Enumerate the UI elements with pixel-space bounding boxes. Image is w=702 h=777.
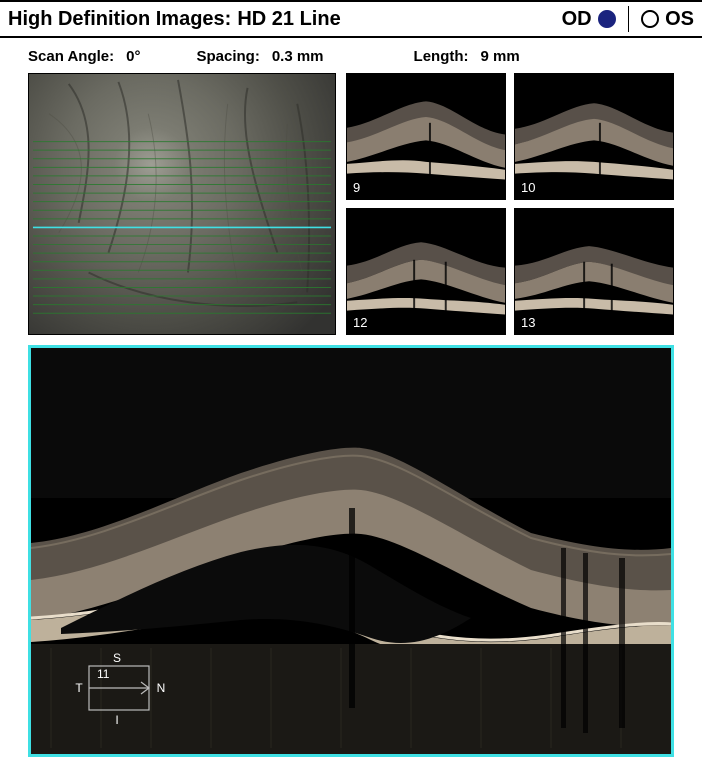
- thumbnail[interactable]: 9: [346, 73, 506, 200]
- param-spacing: Spacing: 0.3 mm: [196, 48, 323, 65]
- thumbnail[interactable]: 13: [514, 208, 674, 335]
- thumb-index: 10: [521, 180, 535, 195]
- spacing-label: Spacing:: [196, 48, 259, 65]
- orientation-svg: S I T N 11: [67, 652, 177, 732]
- length-value: 9 mm: [481, 48, 520, 65]
- orient-right: N: [157, 681, 166, 695]
- scan-angle-label: Scan Angle:: [28, 48, 114, 65]
- thumb-index: 9: [353, 180, 360, 195]
- orient-slice-index: 11: [97, 667, 110, 681]
- header-bar: High Definition Images: HD 21 Line OD OS: [0, 0, 702, 38]
- os-radio-icon[interactable]: [641, 10, 659, 28]
- eye-divider: [628, 6, 630, 32]
- param-length: Length: 9 mm: [414, 48, 520, 65]
- scan-parameters: Scan Angle: 0° Spacing: 0.3 mm Length: 9…: [0, 38, 702, 73]
- main-scan-wrap: S I T N 11: [0, 335, 702, 757]
- orient-top: S: [113, 651, 121, 665]
- scan-angle-value: 0°: [126, 48, 140, 65]
- title-label: High Definition Images:: [8, 8, 231, 31]
- thumbnail-grid: 9 10: [346, 73, 674, 335]
- top-row: 9 10: [0, 73, 702, 335]
- fundus-svg: [29, 74, 335, 334]
- orient-left: T: [75, 681, 83, 695]
- thumb-oct-svg: [515, 74, 673, 199]
- od-label: OD: [562, 8, 592, 31]
- thumb-index: 13: [521, 315, 535, 330]
- od-radio-icon[interactable]: [598, 10, 616, 28]
- fundus-image[interactable]: [28, 73, 336, 335]
- orient-bottom: I: [115, 713, 118, 727]
- orientation-indicator: S I T N 11: [67, 652, 177, 732]
- os-label: OS: [665, 8, 694, 31]
- param-scan-angle: Scan Angle: 0°: [28, 48, 140, 65]
- thumb-oct-svg: [515, 209, 673, 334]
- thumb-oct-svg: [347, 74, 505, 199]
- thumb-oct-svg: [347, 209, 505, 334]
- thumbnail[interactable]: 10: [514, 73, 674, 200]
- spacing-value: 0.3 mm: [272, 48, 324, 65]
- main-scan[interactable]: S I T N 11: [28, 345, 674, 757]
- thumb-index: 12: [353, 315, 367, 330]
- eye-selector: OD OS: [562, 6, 694, 32]
- length-label: Length:: [414, 48, 469, 65]
- title-value: HD 21 Line: [237, 8, 340, 31]
- thumbnail[interactable]: 12: [346, 208, 506, 335]
